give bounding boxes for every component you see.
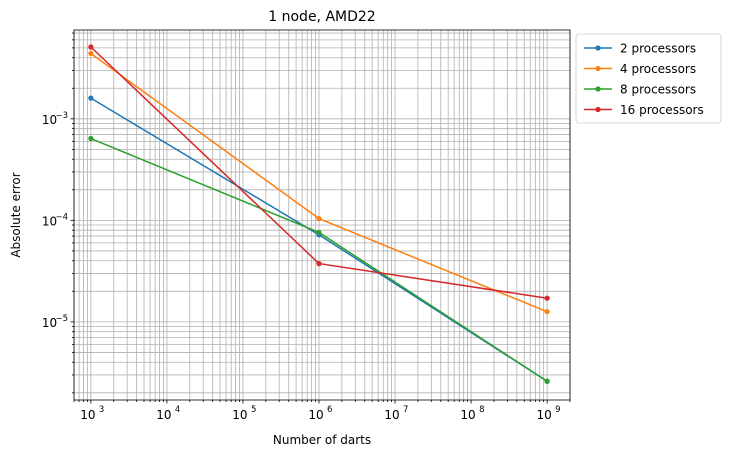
x-tick-label-exponent: 7 (403, 405, 408, 415)
minor-grid (73, 30, 571, 400)
x-tick-label: 10 (308, 408, 323, 422)
data-point (316, 260, 322, 267)
legend-item: 4 processors (584, 62, 696, 76)
legend-marker (595, 45, 601, 51)
x-tick-label: 10 (232, 408, 247, 422)
series-2 (88, 50, 550, 315)
y-tick-label: 10 (42, 316, 57, 330)
legend-item: 8 processors (584, 83, 696, 97)
data-point (88, 44, 94, 50)
y-tick-label-exponent: −3 (55, 111, 68, 121)
x-axis-label: Number of darts (273, 433, 371, 447)
x-tick-label-exponent: 8 (479, 405, 484, 415)
y-tick-label-exponent: −5 (55, 314, 68, 324)
x-tick-label-exponent: 9 (555, 405, 560, 415)
y-tick-label-exponent: −4 (55, 212, 68, 222)
legend-frame (575, 33, 722, 124)
series-layer (88, 44, 550, 384)
legend-label: 4 processors (620, 62, 696, 76)
legend-item: 2 processors (584, 42, 696, 56)
plot-area (74, 30, 570, 400)
y-tick-label: 10 (42, 113, 57, 127)
x-tick-label: 10 (156, 408, 171, 422)
data-point (316, 229, 322, 236)
x-tick-label-exponent: 5 (251, 405, 256, 415)
x-tick-label: 10 (80, 408, 95, 422)
data-point (88, 135, 94, 142)
legend-item: 16 processors (584, 103, 704, 117)
legend-marker (595, 65, 601, 72)
data-point (544, 295, 550, 301)
legend-label: 2 processors (620, 42, 696, 56)
data-point (544, 378, 550, 384)
legend-marker (595, 86, 601, 92)
data-point (544, 309, 550, 315)
series-4 (88, 44, 550, 301)
x-tick-label-exponent: 6 (327, 405, 332, 415)
y-tick-label: 10 (42, 214, 57, 228)
data-point (88, 50, 94, 57)
legend-label: 8 processors (620, 83, 696, 97)
ticks-layer: 10 3 10 4 10 5 10 6 10 7 10 8 10 9−510−410−310 (42, 32, 571, 422)
legend: 2 processors 4 processors 8 processors 16 p… (575, 33, 722, 124)
y-axis-label: Absolute error (9, 172, 23, 257)
x-tick-label: 10 (384, 408, 399, 422)
x-tick-label-exponent: 3 (99, 405, 104, 415)
data-point (316, 216, 322, 222)
x-tick-label-exponent: 4 (175, 405, 180, 415)
chart-title: 1 node, AMD22 (268, 9, 375, 25)
legend-marker (595, 106, 601, 113)
x-tick-label: 10 (536, 408, 551, 422)
legend-label: 16 processors (620, 103, 704, 117)
data-point (88, 95, 94, 101)
plot-frame (73, 29, 571, 401)
series-3 (88, 135, 550, 384)
x-tick-label: 10 (460, 408, 475, 422)
